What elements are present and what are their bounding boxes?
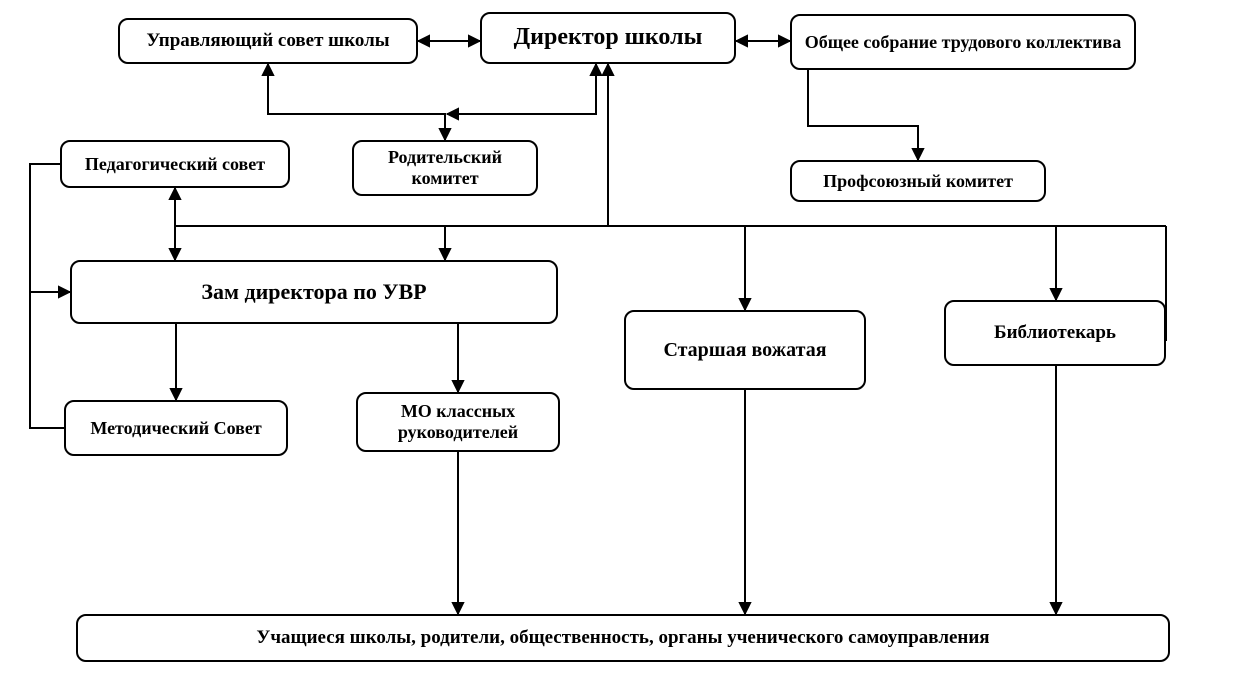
edge-left-spine: [30, 164, 64, 428]
node-senior_counselor: Старшая вожатая: [624, 310, 866, 390]
node-parent_committee: Родительский комитет: [352, 140, 538, 196]
edge-gc-pc: [268, 64, 445, 140]
node-governing_council: Управляющий совет школы: [118, 18, 418, 64]
node-mo_class: МО классных руководителей: [356, 392, 560, 452]
node-deputy_uvr: Зам директора по УВР: [70, 260, 558, 324]
org-chart: Управляющий совет школы Директор школы Общ…: [0, 0, 1245, 695]
node-ped_council: Педагогический совет: [60, 140, 290, 188]
node-general_meeting: Общее собрание трудового коллектива: [790, 14, 1136, 70]
node-director: Директор школы: [480, 12, 736, 64]
edge-dir-pc: [447, 64, 596, 114]
node-librarian: Библиотекарь: [944, 300, 1166, 366]
node-union_committee: Профсоюзный комитет: [790, 160, 1046, 202]
node-method_council: Методический Совет: [64, 400, 288, 456]
edge-gm-union: [808, 70, 918, 160]
node-students: Учащиеся школы, родители, общественность…: [76, 614, 1170, 662]
